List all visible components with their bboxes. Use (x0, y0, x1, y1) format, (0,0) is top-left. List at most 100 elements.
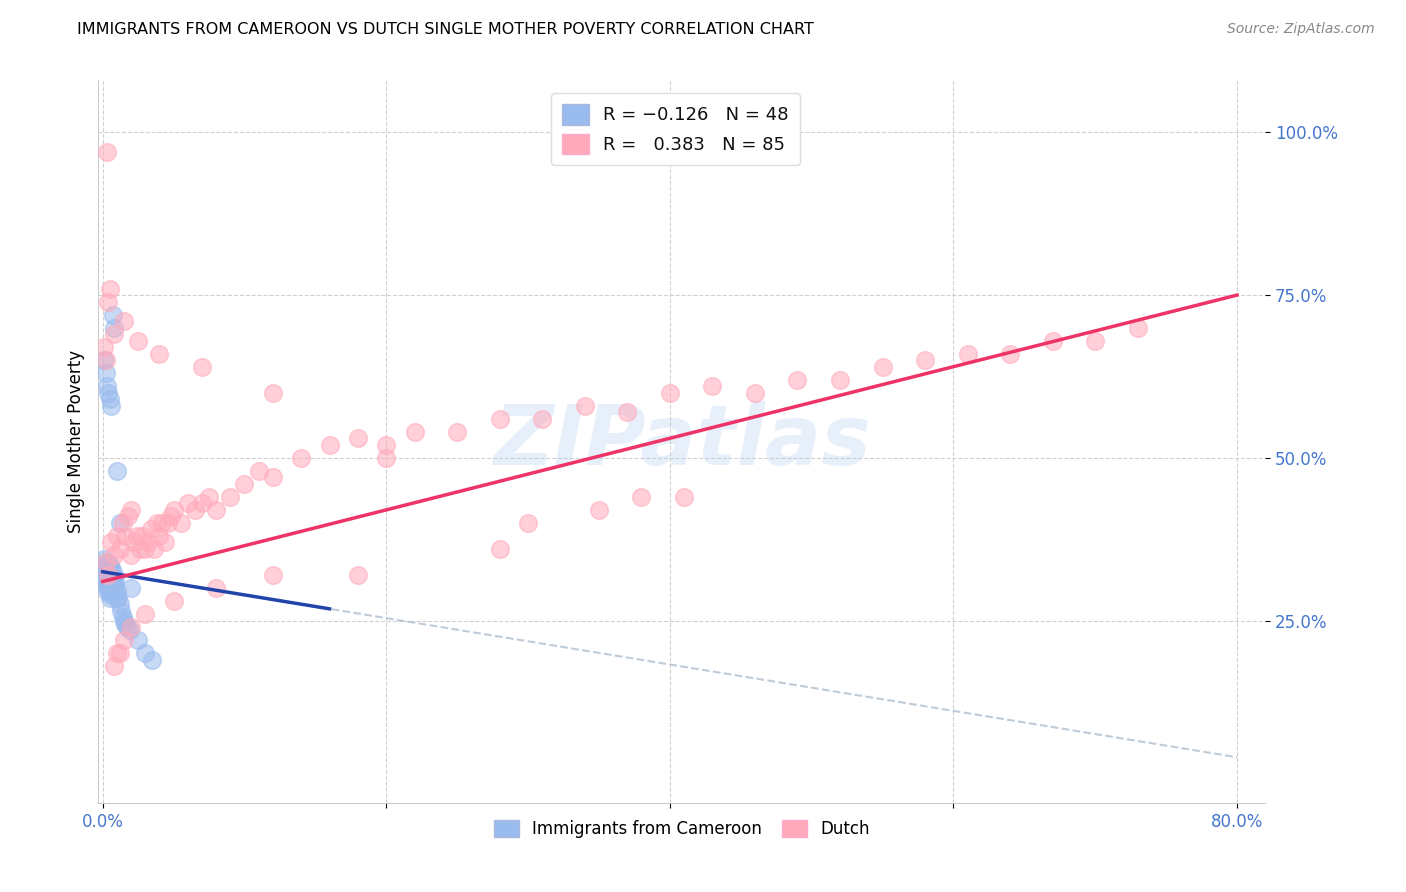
Point (100, 581, 122, 595)
Legend: Immigrants from Cameroon, Dutch: Immigrants from Cameroon, Dutch (488, 814, 876, 845)
Point (105, 464, 128, 478)
Point (127, 334, 149, 348)
Point (98, 565, 121, 579)
Point (1084, 334, 1107, 348)
Point (104, 578, 127, 592)
Point (872, 359, 894, 374)
Point (112, 633, 135, 648)
Point (101, 308, 124, 322)
Point (347, 568, 370, 582)
Point (105, 529, 128, 543)
Point (94, 366, 117, 380)
Point (101, 578, 124, 592)
Point (956, 346, 979, 360)
Point (98, 571, 121, 585)
Point (142, 541, 165, 556)
Point (198, 490, 221, 504)
Point (136, 535, 159, 549)
Point (125, 529, 148, 543)
Point (115, 620, 138, 634)
Point (205, 503, 228, 517)
Point (108, 597, 131, 611)
Point (156, 516, 179, 530)
Point (100, 535, 122, 549)
Point (98, 282, 121, 296)
Point (112, 614, 135, 628)
Point (101, 584, 124, 599)
Text: Source: ZipAtlas.com: Source: ZipAtlas.com (1227, 22, 1375, 37)
Point (93, 340, 115, 354)
Point (98, 591, 121, 605)
Point (139, 523, 162, 537)
Point (111, 610, 134, 624)
Point (96, 578, 118, 592)
Point (101, 565, 124, 579)
Point (233, 476, 256, 491)
Point (702, 379, 724, 393)
Point (108, 516, 131, 530)
Point (347, 431, 370, 445)
Point (247, 464, 270, 478)
Point (120, 620, 142, 634)
Point (100, 587, 122, 601)
Point (128, 541, 150, 556)
Point (98, 578, 121, 592)
Point (148, 529, 170, 543)
Point (93, 551, 115, 566)
Point (103, 578, 125, 592)
Point (517, 516, 540, 530)
Point (114, 529, 136, 543)
Point (1126, 320, 1149, 334)
Point (673, 490, 696, 504)
Point (134, 646, 156, 660)
Point (94, 555, 117, 569)
Point (828, 373, 851, 387)
Point (103, 327, 125, 342)
Point (134, 541, 156, 556)
Point (96, 565, 118, 579)
Point (97, 574, 120, 589)
Point (219, 490, 242, 504)
Point (94, 561, 117, 575)
Point (118, 624, 141, 638)
Text: ZIPatlas: ZIPatlas (494, 401, 870, 482)
Point (94, 555, 117, 569)
Point (97, 294, 120, 309)
Point (574, 399, 596, 413)
Point (100, 399, 122, 413)
Point (107, 591, 129, 605)
Point (191, 496, 214, 510)
Y-axis label: Single Mother Poverty: Single Mother Poverty (66, 350, 84, 533)
Point (112, 314, 135, 328)
Point (375, 438, 398, 452)
Text: IMMIGRANTS FROM CAMEROON VS DUTCH SINGLE MOTHER POVERTY CORRELATION CHART: IMMIGRANTS FROM CAMEROON VS DUTCH SINGLE… (77, 22, 814, 37)
Point (104, 571, 127, 585)
Point (177, 496, 200, 510)
Point (96, 558, 118, 573)
Point (103, 659, 125, 673)
Point (148, 346, 170, 360)
Point (96, 584, 118, 599)
Point (914, 353, 936, 368)
Point (103, 549, 125, 563)
Point (262, 568, 284, 582)
Point (120, 581, 142, 595)
Point (98, 584, 121, 599)
Point (97, 385, 120, 400)
Point (122, 535, 145, 549)
Point (110, 604, 132, 618)
Point (96, 571, 118, 585)
Point (131, 529, 153, 543)
Point (404, 425, 426, 439)
Point (105, 646, 128, 660)
Point (446, 425, 468, 439)
Point (786, 373, 808, 387)
Point (658, 385, 681, 400)
Point (100, 568, 122, 582)
Point (94, 568, 117, 582)
Point (98, 558, 121, 573)
Point (134, 607, 156, 621)
Point (159, 509, 181, 524)
Point (998, 346, 1021, 360)
Point (108, 541, 131, 556)
